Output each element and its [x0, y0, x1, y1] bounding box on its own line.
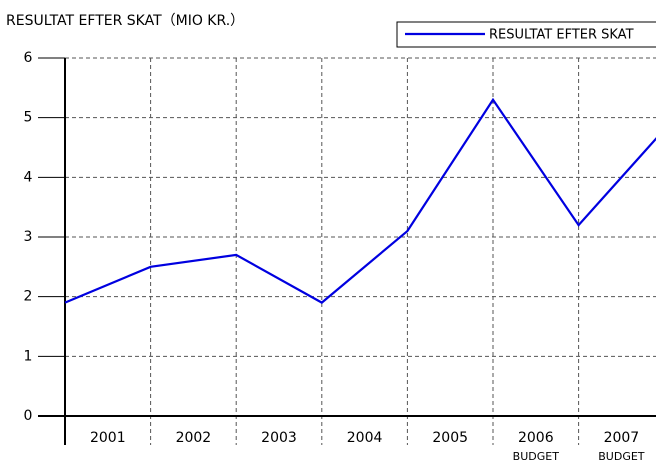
y-tick-label: 2 — [24, 289, 33, 305]
x-tick-sublabel: BUDGET — [598, 450, 645, 463]
x-tick-label: 2005 — [432, 430, 468, 446]
x-tick-label: 2003 — [261, 430, 297, 446]
x-tick-label: 2007 — [604, 430, 640, 446]
y-tick-label: 4 — [24, 169, 33, 185]
x-tick-label: 2002 — [176, 430, 212, 446]
chart-title: RESULTAT EFTER SKAT（MIO KR.） — [6, 13, 244, 29]
x-tick-label: 2006 — [518, 430, 554, 446]
y-tick-label: 0 — [24, 408, 33, 424]
legend-label: RESULTAT EFTER SKAT — [489, 28, 634, 43]
y-tick-label: 5 — [24, 110, 33, 126]
x-tick-sublabel: BUDGET — [513, 450, 560, 463]
x-tick-label: 2004 — [347, 430, 383, 446]
y-tick-label: 1 — [24, 348, 33, 364]
data-line — [64, 97, 656, 304]
x-tick-label: 2001 — [90, 430, 126, 446]
y-tick-label: 3 — [24, 229, 33, 245]
y-tick-label: 6 — [24, 50, 33, 66]
